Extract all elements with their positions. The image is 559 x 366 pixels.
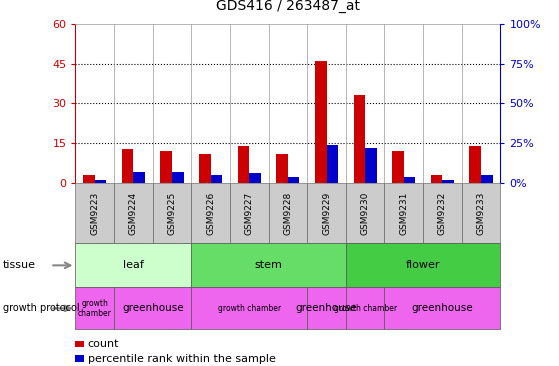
Bar	[249, 173, 261, 183]
Text: greenhouse: greenhouse	[122, 303, 183, 313]
Bar	[211, 175, 222, 183]
Bar	[199, 154, 211, 183]
Bar	[160, 151, 172, 183]
Bar	[288, 177, 300, 183]
Text: GSM9226: GSM9226	[206, 191, 215, 235]
Text: growth chamber: growth chamber	[217, 304, 281, 313]
Text: greenhouse: greenhouse	[296, 303, 357, 313]
Bar	[276, 154, 288, 183]
Text: GSM9231: GSM9231	[399, 191, 408, 235]
Bar	[365, 148, 377, 183]
Text: GSM9229: GSM9229	[322, 191, 331, 235]
Text: GSM9230: GSM9230	[361, 191, 369, 235]
Bar	[442, 180, 454, 183]
Text: GSM9223: GSM9223	[90, 191, 100, 235]
Text: GSM9227: GSM9227	[245, 191, 254, 235]
Bar	[392, 151, 404, 183]
Text: tissue: tissue	[3, 260, 36, 270]
Text: percentile rank within the sample: percentile rank within the sample	[88, 354, 276, 364]
Bar	[431, 175, 442, 183]
Bar	[470, 146, 481, 183]
Bar	[353, 96, 365, 183]
Text: GSM9225: GSM9225	[168, 191, 177, 235]
Bar	[95, 180, 106, 183]
Text: GDS416 / 263487_at: GDS416 / 263487_at	[216, 0, 360, 13]
Text: growth
chamber: growth chamber	[78, 299, 112, 318]
Text: growth protocol: growth protocol	[3, 303, 79, 313]
Text: count: count	[88, 339, 119, 349]
Text: GSM9233: GSM9233	[476, 191, 486, 235]
Text: GSM9224: GSM9224	[129, 192, 138, 235]
Text: flower: flower	[406, 260, 440, 270]
Bar	[172, 172, 183, 183]
Bar	[404, 177, 415, 183]
Bar	[83, 175, 95, 183]
Bar	[134, 172, 145, 183]
Text: GSM9228: GSM9228	[283, 191, 292, 235]
Bar	[481, 175, 492, 183]
Text: leaf: leaf	[123, 260, 144, 270]
Bar	[315, 61, 326, 183]
Text: growth chamber: growth chamber	[334, 304, 397, 313]
Text: stem: stem	[255, 260, 282, 270]
Text: GSM9232: GSM9232	[438, 191, 447, 235]
Bar	[326, 145, 338, 183]
Bar	[122, 149, 134, 183]
Text: greenhouse: greenhouse	[411, 303, 473, 313]
Bar	[238, 146, 249, 183]
